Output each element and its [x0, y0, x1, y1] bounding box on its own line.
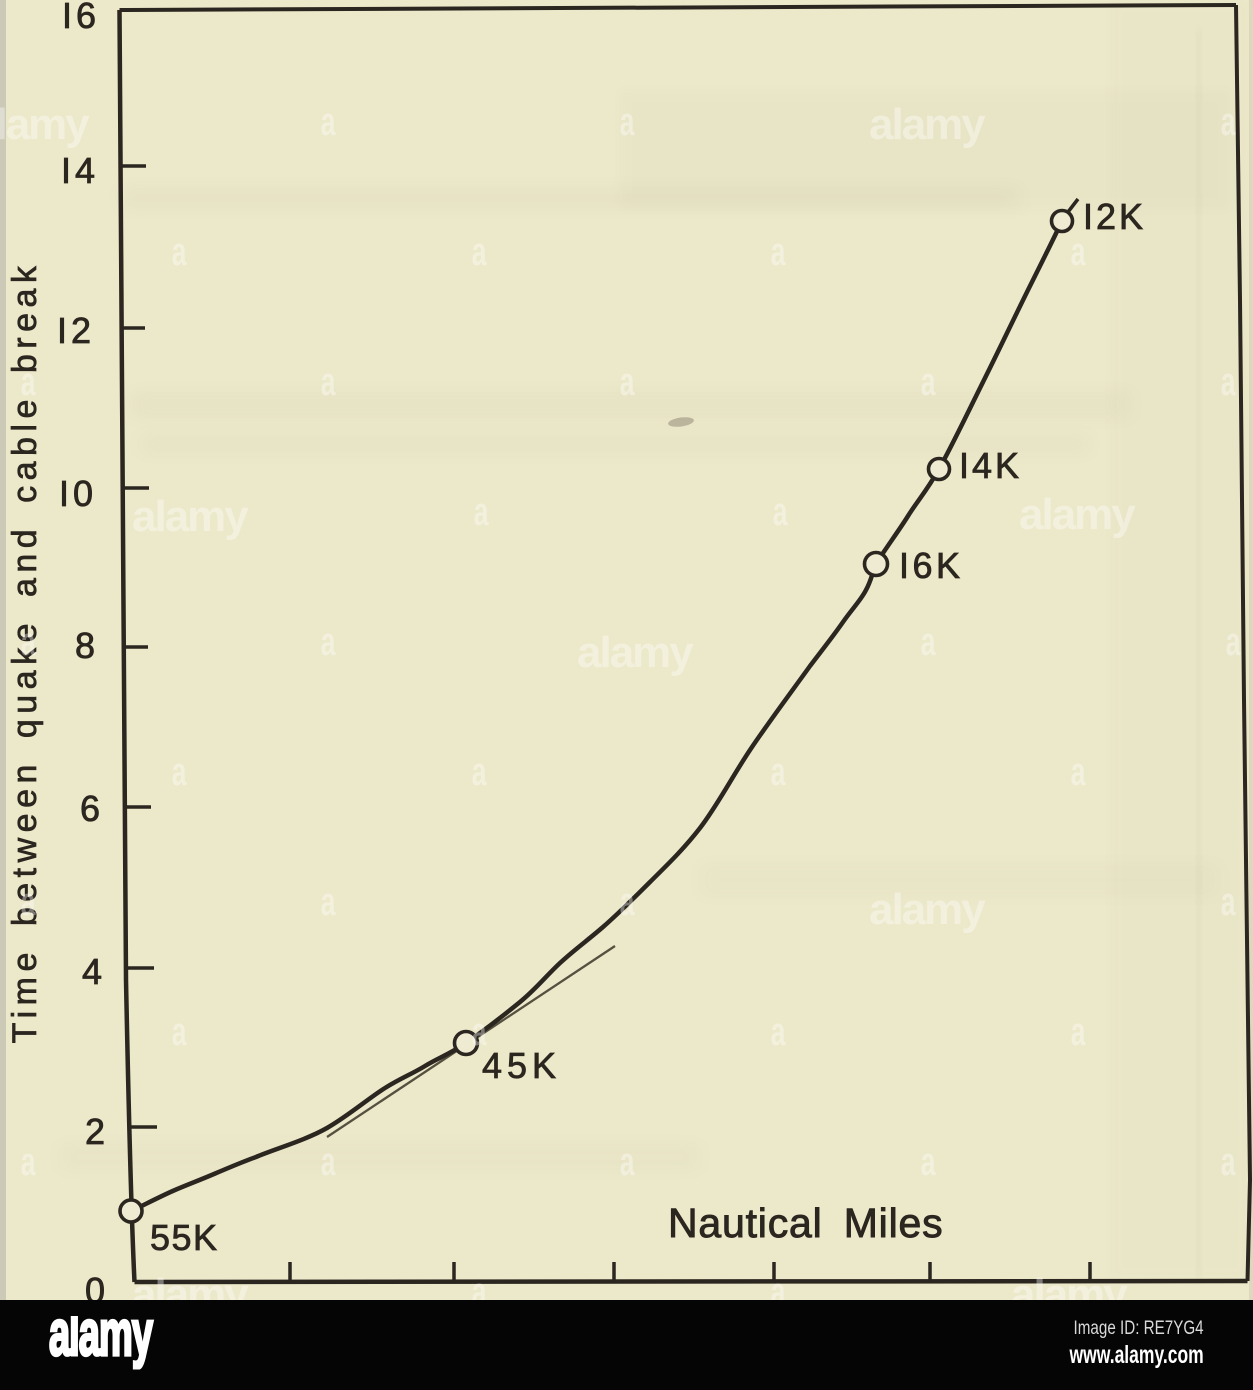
svg-text:I2K: I2K: [1083, 196, 1146, 237]
svg-text:Time between quake and cable b: Time between quake and cable break: [6, 261, 44, 1044]
svg-text:8: 8: [75, 625, 99, 666]
svg-text:I6: I6: [62, 0, 100, 36]
svg-text:2: 2: [85, 1111, 109, 1152]
svg-text:55K: 55K: [150, 1217, 219, 1258]
svg-text:I6K: I6K: [899, 545, 964, 586]
svg-text:I2: I2: [57, 310, 95, 351]
svg-text:I0: I0: [59, 473, 97, 514]
svg-text:I4K: I4K: [959, 445, 1022, 486]
svg-text:I4: I4: [61, 150, 99, 191]
svg-text:6: 6: [80, 788, 104, 829]
svg-text:45K: 45K: [482, 1045, 561, 1086]
svg-text:Nautical Miles: Nautical Miles: [668, 1200, 943, 1246]
svg-text:4: 4: [82, 951, 106, 992]
svg-text:0: 0: [85, 1270, 109, 1305]
